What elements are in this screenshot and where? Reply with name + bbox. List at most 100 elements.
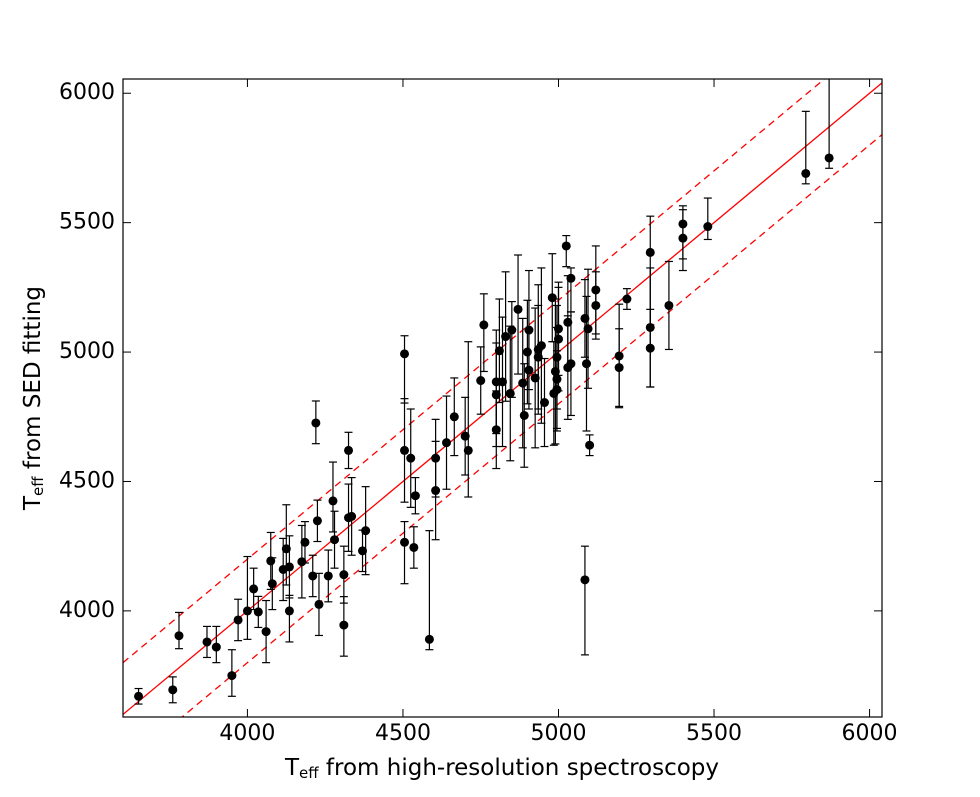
data-point	[308, 571, 318, 581]
data-point	[284, 606, 294, 616]
data-point	[561, 241, 571, 251]
data-point	[410, 491, 420, 501]
data-point	[202, 637, 212, 647]
data-point	[330, 535, 340, 545]
data-point	[518, 378, 528, 388]
data-point	[801, 168, 811, 178]
data-point	[267, 579, 277, 589]
axes-frame	[122, 78, 883, 718]
data-point	[297, 557, 307, 567]
data-point	[344, 445, 354, 455]
data-point	[400, 537, 410, 547]
data-point	[460, 431, 470, 441]
data-point	[424, 634, 434, 644]
data-point	[479, 320, 489, 330]
data-point	[580, 575, 590, 585]
data-point	[553, 334, 563, 344]
data-point	[233, 615, 243, 625]
data-point	[312, 516, 322, 526]
data-point	[400, 445, 410, 455]
data-point	[284, 562, 294, 572]
plot-area	[123, 79, 882, 717]
data-point	[409, 542, 419, 552]
data-point	[266, 556, 276, 566]
data-point	[580, 313, 590, 323]
x-label-main: T	[284, 755, 300, 781]
data-point	[533, 352, 543, 362]
data-point	[553, 324, 563, 334]
data-point	[491, 390, 501, 400]
data-point	[505, 388, 515, 398]
error-bar	[479, 293, 488, 373]
y-tick-label: 5500	[59, 210, 115, 235]
data-point	[431, 486, 441, 496]
y-tick-label: 6000	[59, 80, 115, 105]
error-bar	[425, 530, 434, 651]
data-point	[519, 410, 529, 420]
data-point	[524, 365, 534, 375]
error-bar	[464, 341, 473, 498]
data-point	[347, 511, 357, 521]
reference-line	[181, 134, 882, 717]
data-point	[328, 496, 338, 506]
data-point	[249, 584, 259, 594]
data-point	[645, 343, 655, 353]
data-point	[591, 300, 601, 310]
data-point	[547, 293, 557, 303]
data-point	[645, 322, 655, 332]
data-point	[645, 247, 655, 257]
data-point	[583, 324, 593, 334]
error-bar	[580, 545, 589, 656]
error-bar	[174, 611, 183, 650]
data-point	[703, 222, 713, 232]
data-point	[501, 332, 511, 342]
data-point	[476, 376, 486, 386]
data-point	[323, 571, 333, 581]
error-bar	[703, 197, 712, 241]
data-point	[536, 341, 546, 351]
x-tick-label: 4000	[219, 721, 275, 746]
x-tick-label: 5000	[530, 721, 586, 746]
error-bar	[562, 234, 571, 268]
data-point	[824, 153, 834, 163]
error-bar	[243, 555, 252, 640]
x-tick-label: 5500	[686, 721, 742, 746]
data-point	[552, 385, 562, 395]
data-point	[563, 317, 573, 327]
data-point	[585, 440, 595, 450]
data-point	[539, 398, 549, 408]
data-point	[581, 359, 591, 369]
error-bar	[825, 79, 834, 169]
y-tick-label: 5000	[59, 339, 115, 364]
y-axis-label: Teff from SED fitting	[20, 286, 47, 511]
data-point	[314, 599, 324, 609]
y-tick-label: 4000	[59, 598, 115, 623]
data-point	[550, 366, 560, 376]
data-point	[513, 304, 523, 314]
y-label-main: T	[20, 495, 46, 511]
data-point	[678, 219, 688, 229]
data-point	[242, 606, 252, 616]
data-point	[174, 631, 184, 641]
data-point	[524, 325, 534, 335]
data-point	[168, 685, 178, 695]
data-point	[522, 347, 532, 357]
data-point	[361, 526, 371, 536]
data-point	[300, 537, 310, 547]
x-label-rest: from high-resolution spectroscopy	[319, 755, 719, 781]
data-point	[261, 627, 271, 637]
data-point	[227, 671, 237, 681]
data-point	[664, 300, 674, 310]
error-bar	[285, 594, 294, 643]
data-point	[591, 285, 601, 295]
data-point	[552, 352, 562, 362]
data-point	[491, 425, 501, 435]
x-axis-label: Teff from high-resolution spectroscopy	[284, 755, 719, 782]
data-point	[498, 377, 507, 387]
data-point	[566, 273, 576, 283]
data-point	[552, 374, 562, 384]
data-point	[507, 325, 517, 335]
